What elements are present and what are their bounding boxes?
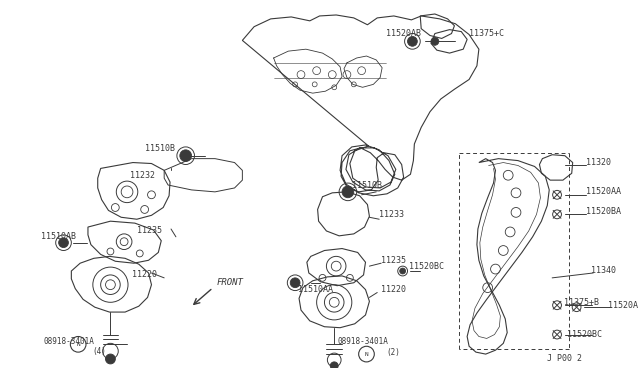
Text: 11233: 11233 (379, 210, 404, 219)
Text: 11520BC: 11520BC (408, 262, 444, 271)
Text: J P00 2: J P00 2 (547, 353, 582, 362)
Text: 11235: 11235 (137, 227, 162, 235)
Circle shape (59, 238, 68, 248)
Text: 11520A: 11520A (608, 301, 638, 310)
Text: 08918-3401A: 08918-3401A (337, 337, 388, 346)
Circle shape (180, 150, 191, 161)
Circle shape (330, 362, 338, 370)
Circle shape (291, 278, 300, 288)
Text: 11520BA: 11520BA (586, 207, 621, 216)
Text: (4): (4) (93, 347, 107, 356)
Circle shape (431, 38, 439, 45)
Circle shape (408, 36, 417, 46)
Circle shape (342, 186, 354, 198)
Text: 11340: 11340 (591, 266, 616, 275)
Text: 11520AB: 11520AB (386, 29, 421, 38)
Circle shape (400, 268, 406, 274)
Text: 11320: 11320 (586, 158, 611, 167)
Text: 11220: 11220 (381, 285, 406, 294)
Text: 11375+C: 11375+C (469, 29, 504, 38)
Text: 11520AA: 11520AA (586, 187, 621, 196)
Text: 11232: 11232 (130, 171, 155, 180)
Text: 11510B: 11510B (352, 180, 382, 189)
Text: 11520BC: 11520BC (567, 330, 602, 339)
Text: N: N (365, 352, 369, 357)
Text: 11375+B: 11375+B (564, 298, 599, 307)
Text: 08918-3401A: 08918-3401A (44, 337, 95, 346)
Text: 11510AA: 11510AA (298, 285, 333, 294)
Text: N: N (76, 342, 80, 347)
Text: 11510B: 11510B (145, 144, 175, 153)
Text: 11235: 11235 (381, 256, 406, 265)
Text: FRONT: FRONT (217, 278, 244, 287)
Circle shape (106, 354, 115, 364)
Text: 11220: 11220 (132, 270, 157, 279)
Text: (2): (2) (386, 348, 400, 357)
Text: 11510AB: 11510AB (41, 232, 76, 241)
